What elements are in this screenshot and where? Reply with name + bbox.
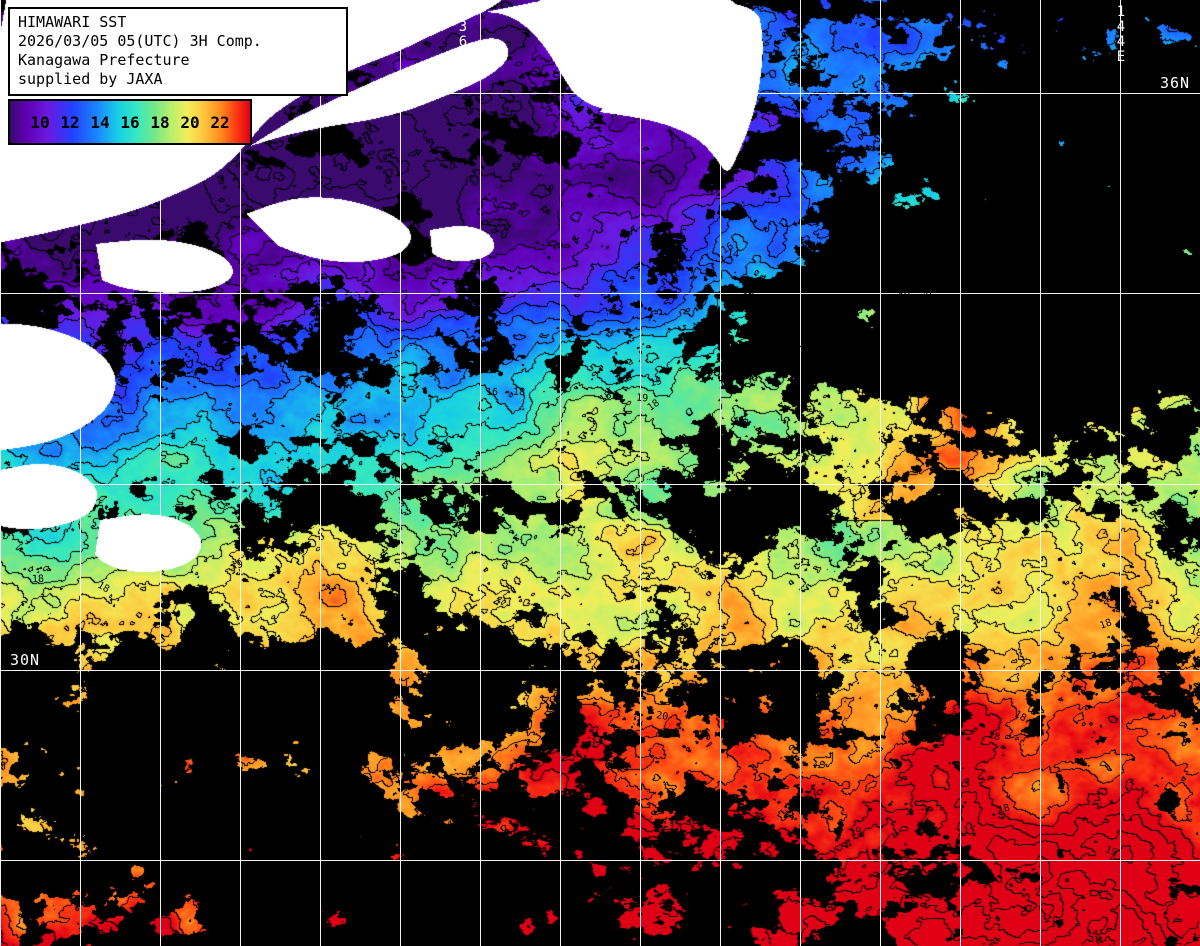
title-datetime: 2026/03/05 05(UTC) 3H Comp. — [18, 32, 262, 50]
colorbar-tick: 14 — [90, 112, 110, 132]
latitude-label-36n: 36N — [1160, 74, 1191, 92]
colorbar-tick: 16 — [120, 112, 140, 132]
longitude-label-136e: 136E — [455, 4, 471, 64]
colorbar-tick: 20 — [180, 112, 200, 132]
colorbar-tick: 10 — [30, 112, 50, 132]
title-source-credit: supplied by JAXA — [18, 70, 163, 88]
longitude-label-144e: 144E — [1113, 4, 1129, 64]
colorbar-tick-labels: 10 12 14 16 18 20 22 — [10, 101, 250, 143]
title-product-name: HIMAWARI SST — [18, 13, 127, 31]
latitude-label-30n: 30N — [10, 651, 41, 669]
colorbar-tick: 12 — [60, 112, 80, 132]
colorbar-tick: 18 — [150, 112, 170, 132]
colorbar-gradient — [10, 101, 250, 143]
title-provider-region: Kanagawa Prefecture — [18, 51, 190, 69]
colorbar-tick: 22 — [210, 112, 230, 132]
temperature-colorbar: 10 12 14 16 18 20 22 — [8, 99, 252, 145]
title-info-box: HIMAWARI SST 2026/03/05 05(UTC) 3H Comp.… — [8, 7, 348, 96]
